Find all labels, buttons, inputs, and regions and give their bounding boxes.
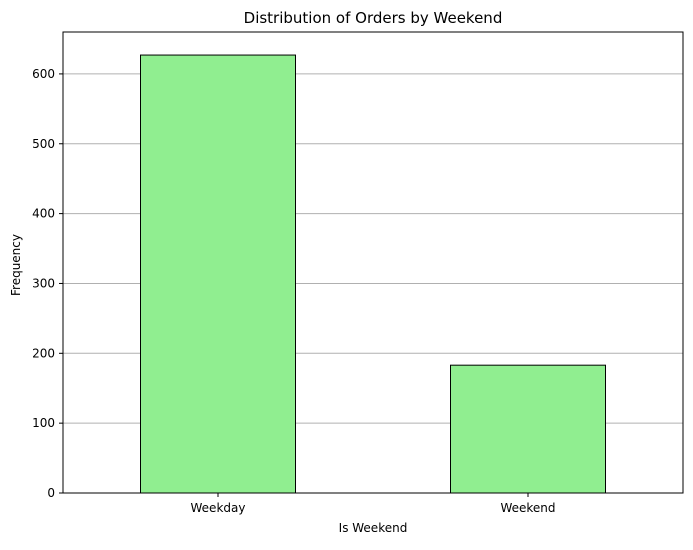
y-axis-ticks: 0 100 200 300 400 500 600 xyxy=(32,67,63,500)
x-tick-label: Weekday xyxy=(191,501,246,515)
bar-weekday xyxy=(140,54,296,494)
x-axis-label: Is Weekend xyxy=(339,521,408,535)
y-tick-label: 100 xyxy=(32,416,55,430)
x-tick-label: Weekend xyxy=(500,501,555,515)
bar-weekend xyxy=(450,364,606,494)
y-tick-label: 400 xyxy=(32,207,55,221)
y-tick-label: 600 xyxy=(32,67,55,81)
y-tick-label: 0 xyxy=(47,486,55,500)
y-tick-label: 300 xyxy=(32,276,55,290)
y-tick-label: 500 xyxy=(32,137,55,151)
y-axis-label: Frequency xyxy=(9,234,23,296)
bars xyxy=(140,54,606,494)
plot-frame xyxy=(62,31,684,494)
x-axis-ticks: Weekday Weekend xyxy=(191,493,556,515)
chart-title: Distribution of Orders by Weekend xyxy=(244,9,503,27)
y-tick-label: 200 xyxy=(32,346,55,360)
